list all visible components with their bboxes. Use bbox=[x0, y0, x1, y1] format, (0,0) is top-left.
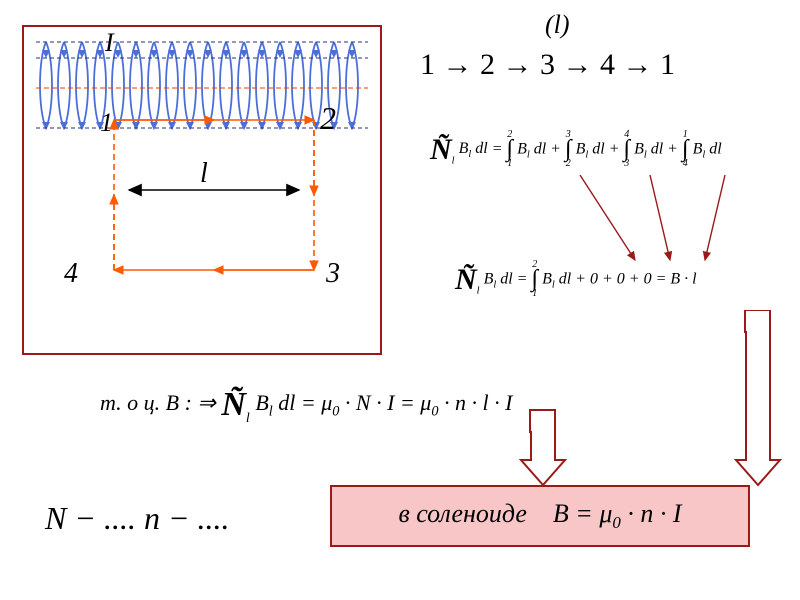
current-label: I bbox=[105, 28, 114, 58]
N-n-note: N − .... n − .... bbox=[45, 500, 230, 537]
eq3-prefix: т. о ц. B : ⇒ bbox=[100, 390, 221, 415]
zero-term-arrows bbox=[540, 175, 780, 270]
result-pointer-arrows bbox=[470, 310, 790, 490]
corner-4: 4 bbox=[64, 258, 78, 290]
equation-zeros: Ñl Bl dl = 2∫1 Bl dl + 0 + 0 + 0 = B · l bbox=[455, 260, 697, 299]
corner-2: 2 bbox=[320, 100, 336, 137]
equation-ampere-law: т. о ц. B : ⇒ Ñl Bl dl = μ0 · N · I = μ0… bbox=[100, 390, 512, 427]
corner-3: 3 bbox=[326, 258, 340, 290]
corner-1: 1 bbox=[100, 108, 113, 138]
result-formula-box: в соленоиде B = μ0 · n · I bbox=[330, 485, 750, 547]
equation-split-integral: Ñl Bl dl = 2∫1 Bl dl + 3∫2 Bl dl + 4∫3 B… bbox=[430, 130, 722, 169]
path-sequence: 1 → 2 → 3 → 4 → 1 bbox=[420, 48, 675, 82]
contour-label: (l) bbox=[545, 10, 570, 40]
length-label: l bbox=[200, 158, 208, 190]
result-text: в соленоиде B = μ0 · n · I bbox=[398, 499, 681, 533]
